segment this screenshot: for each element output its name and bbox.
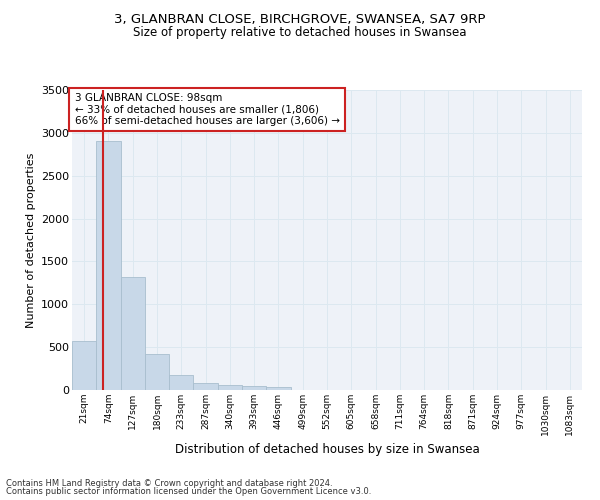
Bar <box>193 382 218 390</box>
Text: Contains public sector information licensed under the Open Government Licence v3: Contains public sector information licen… <box>6 487 371 496</box>
Y-axis label: Number of detached properties: Number of detached properties <box>26 152 35 328</box>
Text: Contains HM Land Registry data © Crown copyright and database right 2024.: Contains HM Land Registry data © Crown c… <box>6 478 332 488</box>
Bar <box>169 375 193 390</box>
Text: 3 GLANBRAN CLOSE: 98sqm
← 33% of detached houses are smaller (1,806)
66% of semi: 3 GLANBRAN CLOSE: 98sqm ← 33% of detache… <box>74 93 340 126</box>
Text: Size of property relative to detached houses in Swansea: Size of property relative to detached ho… <box>133 26 467 39</box>
Bar <box>121 277 145 390</box>
Text: 3, GLANBRAN CLOSE, BIRCHGROVE, SWANSEA, SA7 9RP: 3, GLANBRAN CLOSE, BIRCHGROVE, SWANSEA, … <box>114 12 486 26</box>
Bar <box>266 387 290 390</box>
X-axis label: Distribution of detached houses by size in Swansea: Distribution of detached houses by size … <box>175 443 479 456</box>
Bar <box>218 386 242 390</box>
Bar <box>72 341 96 390</box>
Bar <box>242 386 266 390</box>
Bar <box>96 142 121 390</box>
Bar <box>145 354 169 390</box>
